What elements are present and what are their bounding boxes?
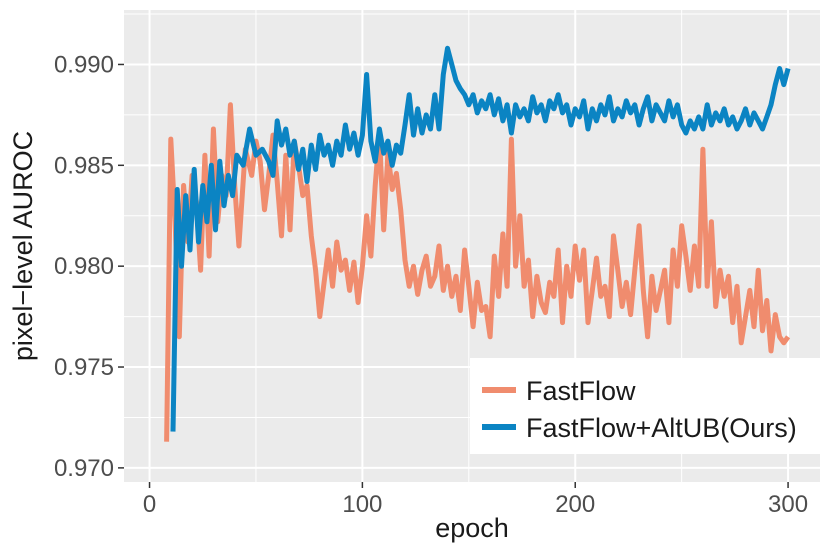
- y-tick-label: 0.980: [54, 253, 114, 280]
- y-tick-label: 0.970: [54, 455, 114, 482]
- y-axis: 0.970 0.975 0.980 0.985 0.990: [54, 51, 124, 482]
- x-axis: 0 100 200 300: [143, 482, 808, 518]
- x-tick-label: 0: [143, 491, 156, 518]
- series-line-fastflow-altub: [170, 45, 791, 432]
- x-tick-label: 300: [768, 491, 808, 518]
- legend: FastFlow FastFlow+AltUB(Ours): [470, 358, 820, 454]
- x-tick-label: 200: [555, 491, 595, 518]
- y-tick-label: 0.990: [54, 51, 114, 78]
- legend-label-altub: FastFlow+AltUB(Ours): [526, 413, 797, 443]
- y-tick-label: 0.975: [54, 354, 114, 381]
- legend-label-fastflow: FastFlow: [526, 376, 636, 406]
- y-axis-title: pixel−level AUROC: [8, 131, 38, 361]
- y-tick-label: 0.985: [54, 152, 114, 179]
- legend-background: [470, 358, 820, 454]
- series-layer: [164, 45, 791, 442]
- x-axis-title: epoch: [435, 513, 509, 543]
- x-tick-label: 100: [342, 491, 382, 518]
